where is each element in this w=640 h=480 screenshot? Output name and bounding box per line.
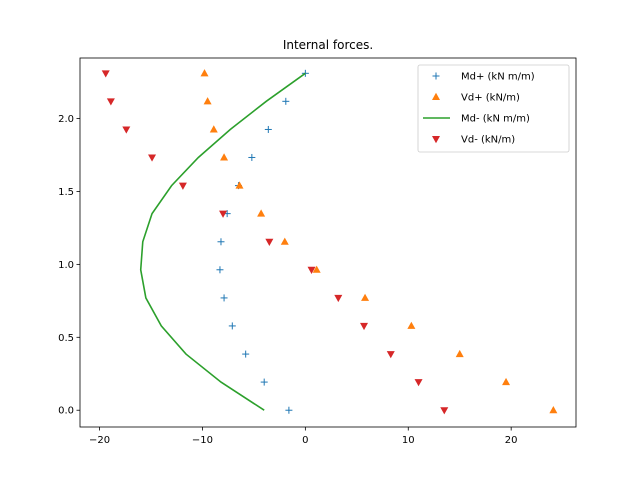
data-point <box>178 182 187 190</box>
data-point <box>260 378 268 386</box>
x-tick-label: 10 <box>402 435 415 446</box>
legend-label: Vd+ (kN/m) <box>461 93 520 104</box>
data-point <box>220 153 229 161</box>
legend-entry: Vd+ (kN/m) <box>432 93 520 104</box>
chart-title: Internal forces. <box>283 38 373 52</box>
data-point <box>361 293 370 301</box>
data-point <box>106 98 115 106</box>
data-point <box>280 237 289 245</box>
data-point <box>248 153 256 161</box>
y-tick-label: 0.0 <box>58 406 74 417</box>
data-point <box>148 154 157 162</box>
data-point <box>502 377 511 386</box>
plot-area <box>101 69 558 415</box>
data-point <box>209 125 218 133</box>
data-point <box>200 69 209 77</box>
y-tick-label: 1.5 <box>58 187 74 198</box>
data-point <box>257 209 266 217</box>
legend-label: Md- (kN m/m) <box>461 114 530 125</box>
data-point <box>217 238 225 246</box>
data-point <box>220 294 228 302</box>
data-point <box>219 210 228 218</box>
data-point <box>407 321 416 329</box>
legend-label: Vd- (kN/m) <box>461 135 515 146</box>
data-point <box>265 238 274 246</box>
legend-box <box>417 64 570 153</box>
axes-frame <box>79 57 577 428</box>
series-2 <box>200 69 558 414</box>
data-point <box>282 97 290 105</box>
series-4 <box>101 70 449 415</box>
series-line <box>139 72 306 411</box>
legend-entry: Md+ (kN m/m) <box>432 72 535 83</box>
legend-swatch <box>432 92 440 100</box>
data-point <box>312 265 321 273</box>
data-point <box>228 322 236 330</box>
data-point <box>440 407 449 415</box>
data-point <box>203 97 212 105</box>
data-point <box>122 126 131 134</box>
data-point <box>264 125 272 133</box>
data-point <box>235 181 244 189</box>
data-point <box>307 266 316 274</box>
legend-label: Md+ (kN m/m) <box>461 72 535 83</box>
x-tick-label: −10 <box>192 435 213 446</box>
data-point <box>216 266 224 274</box>
data-point <box>101 70 110 78</box>
legend-entry: Md- (kN m/m) <box>423 114 530 125</box>
series-1 <box>216 69 309 414</box>
x-axis: −20 −10 0 10 20 <box>89 427 518 446</box>
data-point <box>455 349 464 358</box>
legend-swatch <box>432 72 440 80</box>
legend: Md+ (kN m/m) Vd+ (kN/m) Md- (kN m/m) Vd- (k… <box>417 64 570 153</box>
x-tick-label: 0 <box>302 435 308 446</box>
series-3 <box>139 72 306 411</box>
legend-entry: Vd- (kN/m) <box>432 135 515 146</box>
x-tick-label: 20 <box>505 435 518 446</box>
y-tick-label: 2.0 <box>58 114 74 125</box>
y-tick-label: 1.0 <box>58 260 74 271</box>
y-tick-label: 0.5 <box>58 333 74 344</box>
data-point <box>360 322 369 331</box>
data-point <box>414 379 423 387</box>
data-point <box>386 351 395 359</box>
data-point <box>285 406 293 414</box>
data-point <box>549 406 558 414</box>
y-axis: 0.0 0.5 1.0 1.5 2.0 <box>58 114 80 417</box>
data-point <box>334 294 343 303</box>
legend-swatch <box>432 136 440 144</box>
data-point <box>242 350 250 358</box>
x-tick-label: −20 <box>89 435 110 446</box>
